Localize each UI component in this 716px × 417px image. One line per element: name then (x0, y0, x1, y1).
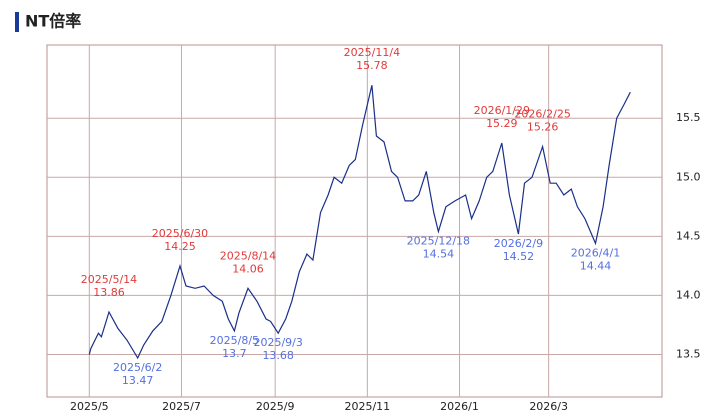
annotation-date: 2025/12/18 (407, 235, 470, 248)
annotation-value: 14.52 (503, 250, 535, 263)
y-tick-label: 13.5 (676, 347, 701, 360)
annotation-date: 2025/9/3 (253, 336, 302, 349)
annotation-date: 2025/6/2 (113, 361, 162, 374)
annotation-date: 2025/6/30 (152, 227, 208, 240)
annotation-value: 15.26 (527, 121, 559, 134)
y-tick-label: 15.5 (676, 111, 701, 124)
annotation-date: 2025/8/14 (220, 249, 276, 262)
annotation-date: 2025/11/4 (344, 46, 400, 59)
annotation-value: 14.54 (423, 248, 455, 261)
annotation-value: 13.86 (93, 286, 125, 299)
annotation-date: 2026/2/9 (494, 237, 543, 250)
annotation-value: 14.44 (580, 259, 612, 272)
annotation-date: 2025/8/5 (210, 334, 259, 347)
annotation-value: 13.68 (262, 349, 294, 362)
line (88, 85, 631, 360)
annotation-value: 14.06 (232, 262, 264, 275)
x-tick-label: 2025/9 (256, 400, 295, 413)
x-tick-label: 2025/7 (162, 400, 201, 413)
annotation-date: 2025/5/14 (81, 273, 137, 286)
annotation-value: 15.29 (486, 117, 518, 130)
title-bar (15, 12, 19, 32)
y-tick-label: 15.0 (676, 170, 701, 183)
plot-border (46, 44, 663, 398)
annotation-value: 15.78 (356, 59, 388, 72)
x-tick-label: 2025/11 (344, 400, 390, 413)
annotation-date: 2026/4/1 (571, 246, 620, 259)
x-tick-label: 2026/1 (440, 400, 479, 413)
annotation-date: 2026/2/25 (514, 108, 570, 121)
annotation-value: 14.25 (164, 240, 196, 253)
x-tick-label: 2026/3 (529, 400, 568, 413)
chart-title: NT倍率 (25, 12, 81, 31)
annotation-value: 13.7 (222, 347, 247, 360)
y-tick-label: 14.0 (676, 288, 701, 301)
x-tick-label: 2025/5 (70, 400, 109, 413)
annotation-value: 13.47 (122, 374, 154, 387)
y-tick-label: 14.5 (676, 229, 701, 242)
annotation-date: 2026/1/29 (474, 104, 530, 117)
